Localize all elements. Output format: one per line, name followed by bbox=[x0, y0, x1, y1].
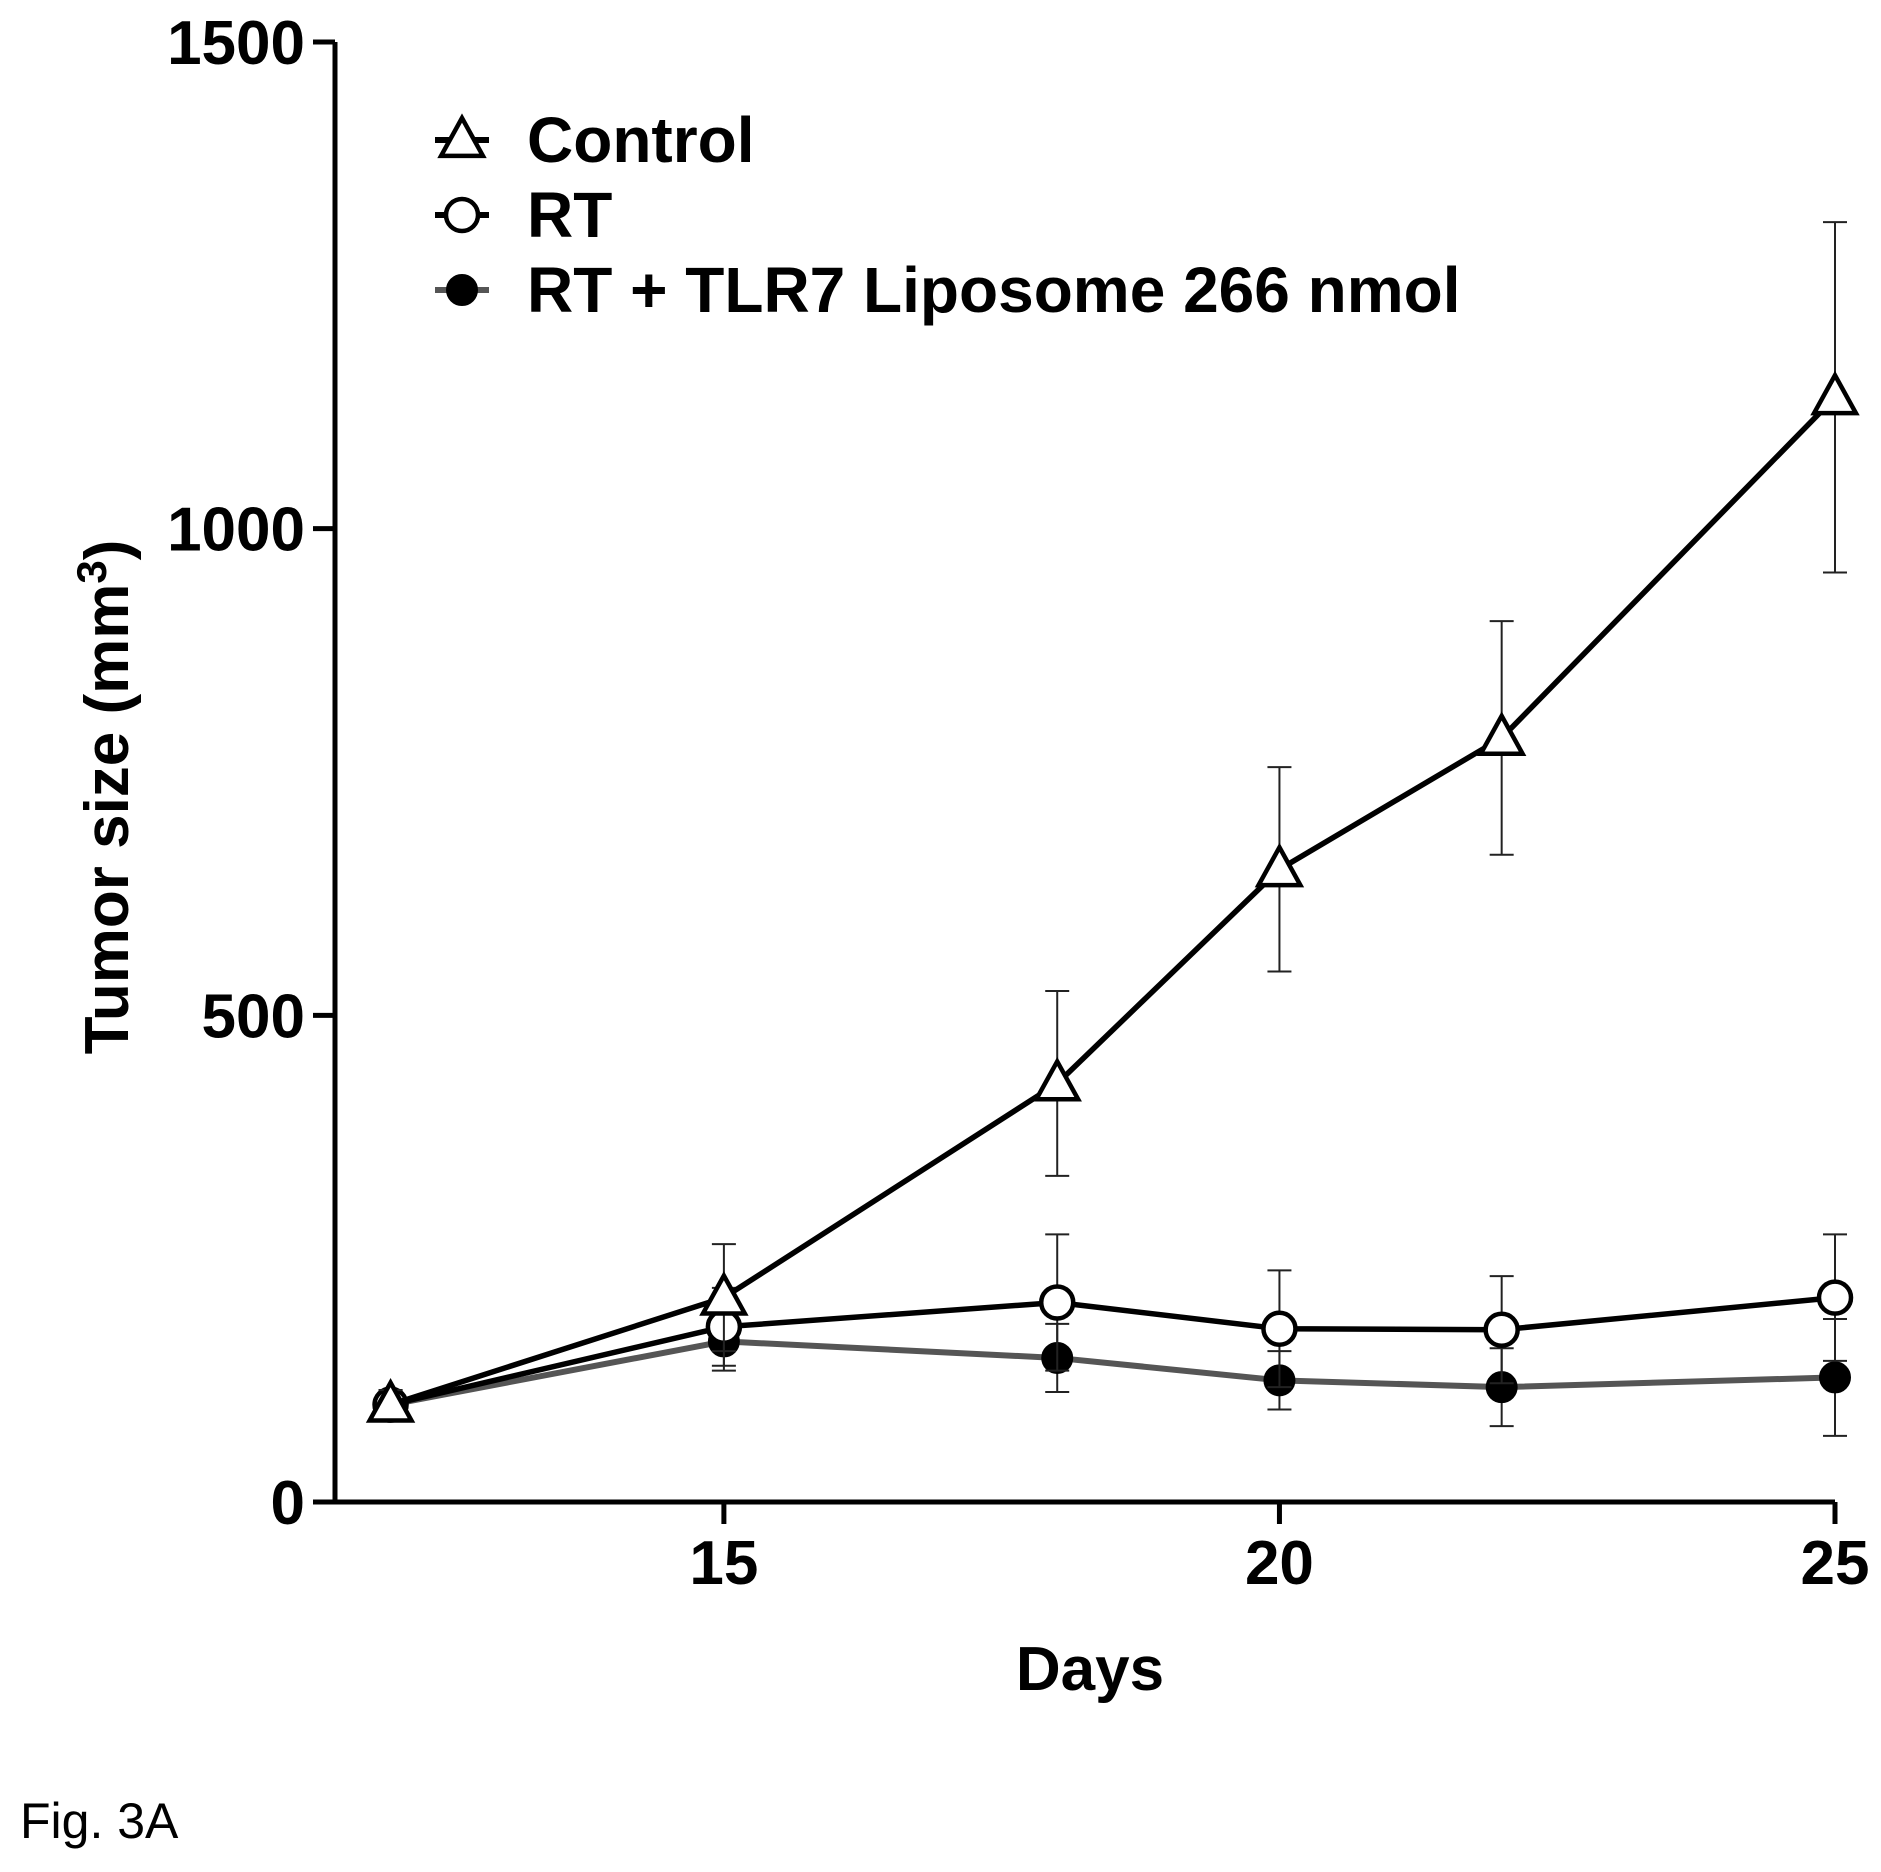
y-axis-title: Tumor size (mm3) bbox=[68, 540, 142, 1055]
data-point bbox=[1032, 1056, 1082, 1102]
legend-label: RT + TLR7 Liposome 266 nmol bbox=[527, 254, 1461, 326]
x-tick-label: 20 bbox=[1245, 1529, 1314, 1598]
series-line bbox=[389, 1338, 1836, 1408]
series-2 bbox=[374, 1311, 1851, 1437]
y-axis-title-close: ) bbox=[73, 540, 142, 561]
series-line bbox=[389, 395, 1837, 1408]
series-0 bbox=[365, 221, 1860, 1423]
legend-label: Control bbox=[527, 104, 755, 176]
legend-item: RT + TLR7 Liposome 266 nmol bbox=[435, 254, 1461, 326]
data-point bbox=[1810, 370, 1860, 416]
ticks: 0 500 1000 1500 15 20 25 bbox=[167, 9, 1869, 1598]
x-tick-label: 25 bbox=[1801, 1529, 1870, 1598]
y-tick-label: 1000 bbox=[167, 496, 305, 565]
data-point bbox=[1476, 711, 1527, 757]
legend-marker bbox=[443, 196, 481, 234]
legend-marker bbox=[437, 113, 487, 159]
series-line bbox=[389, 1294, 1836, 1408]
y-tick-label: 500 bbox=[202, 982, 305, 1051]
data-point bbox=[1819, 1361, 1851, 1394]
data-point bbox=[1483, 1311, 1520, 1348]
data-point bbox=[1816, 1279, 1854, 1316]
data-point bbox=[1254, 842, 1305, 888]
legend-item: RT bbox=[435, 179, 612, 251]
x-axis-title: Days bbox=[1016, 1635, 1164, 1704]
x-tick-label: 15 bbox=[689, 1529, 758, 1598]
data-point bbox=[1261, 1310, 1298, 1347]
y-axis-title-main: Tumor size (mm bbox=[73, 584, 142, 1055]
series-layer bbox=[365, 221, 1860, 1437]
data-point bbox=[365, 1378, 416, 1423]
y-tick-label: 0 bbox=[271, 1469, 305, 1538]
legend-marker bbox=[446, 274, 478, 306]
legend-item: Control bbox=[435, 104, 755, 176]
data-point bbox=[699, 1270, 749, 1316]
series-1 bbox=[372, 1233, 1854, 1423]
data-point bbox=[1038, 1284, 1076, 1321]
axes bbox=[332, 42, 1835, 1505]
figure-caption: Fig. 3A bbox=[20, 1793, 179, 1849]
y-tick-label: 1500 bbox=[167, 9, 305, 78]
legend-label: RT bbox=[527, 179, 612, 251]
y-axis-title-superscript: 3 bbox=[68, 560, 115, 583]
